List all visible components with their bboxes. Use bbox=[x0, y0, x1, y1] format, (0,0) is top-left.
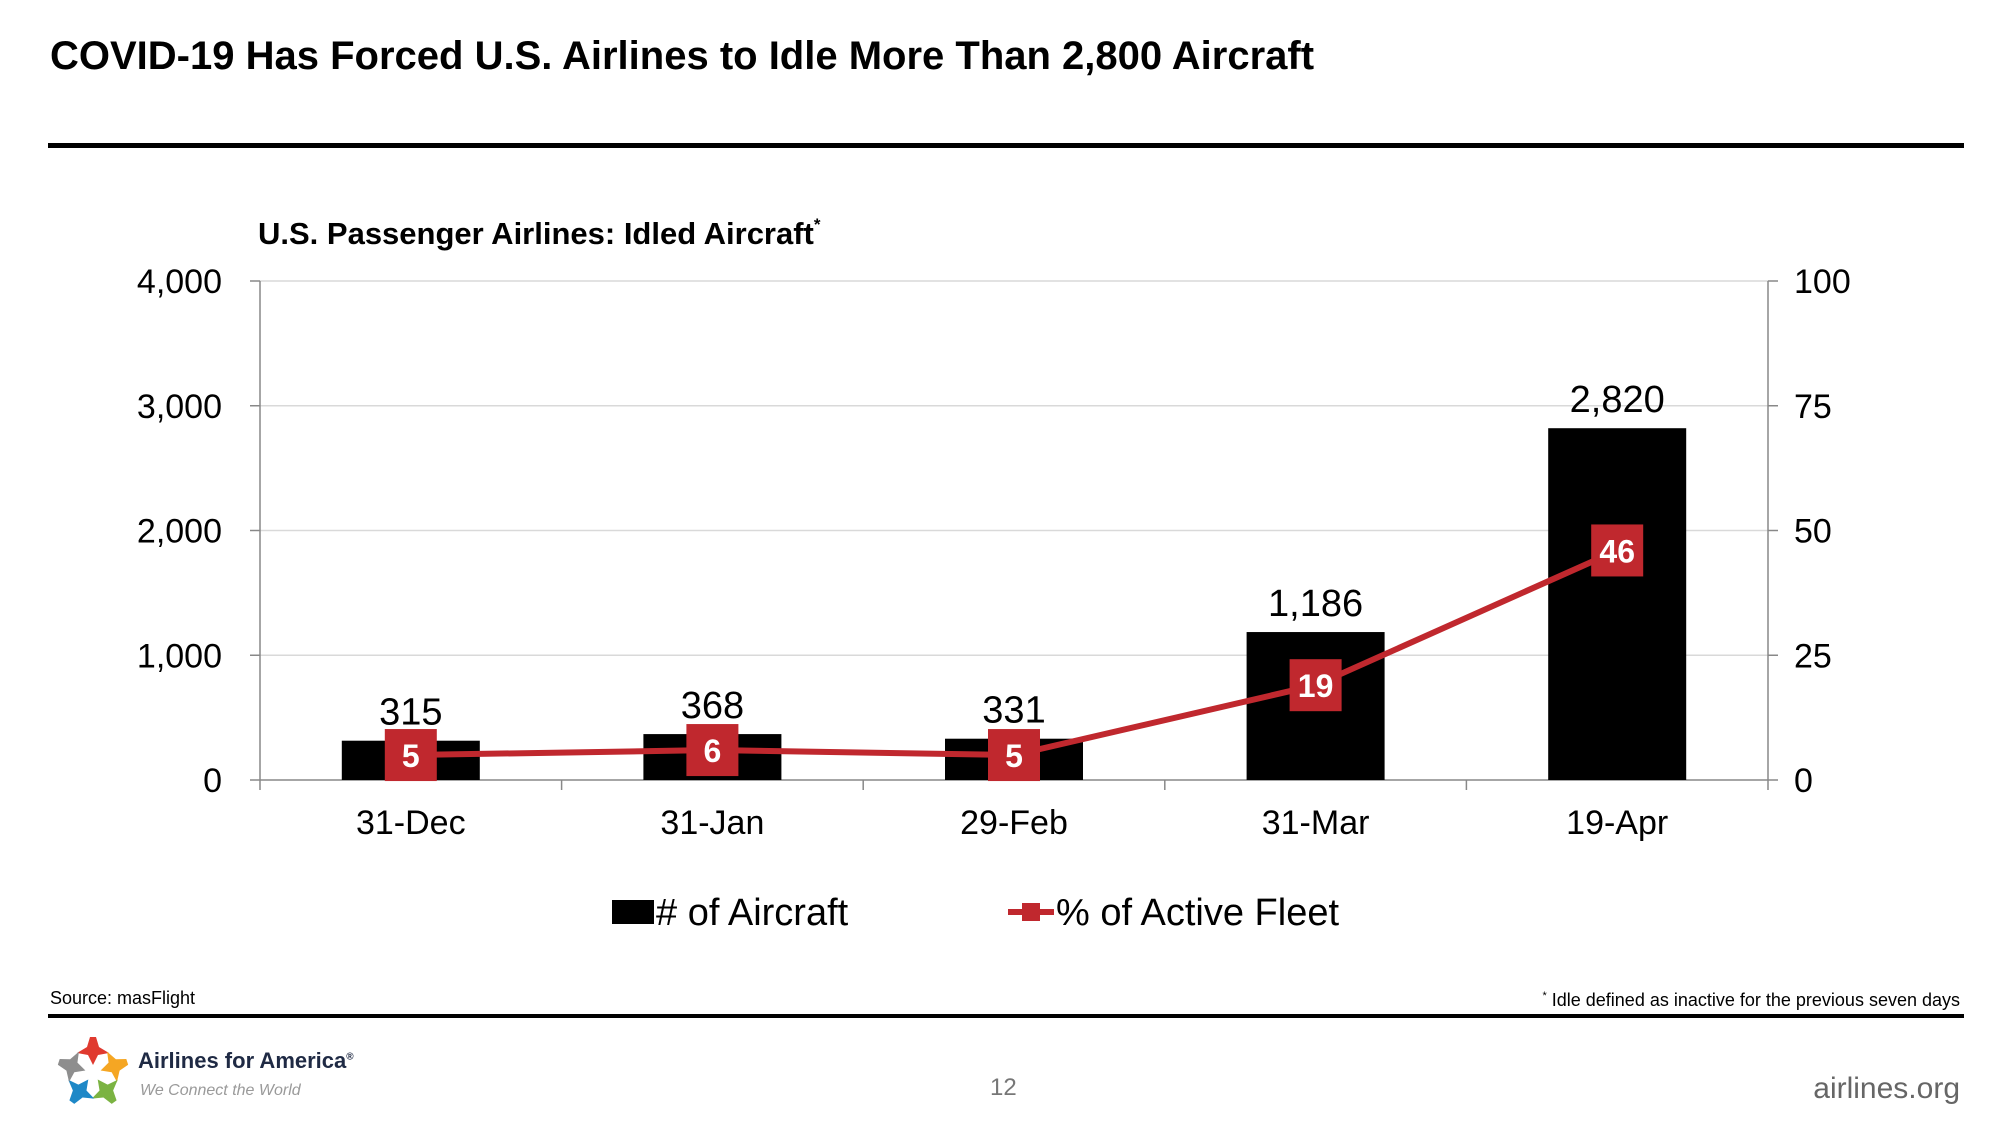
line-marker bbox=[988, 729, 1040, 782]
axes: 0 1,000 2,000 3,000 4,000 0 25 50 75 100 31-Dec 31-… bbox=[137, 263, 1851, 842]
y-left-tick-label: 1,000 bbox=[137, 637, 222, 675]
line-marker bbox=[384, 729, 437, 782]
gridlines bbox=[260, 280, 1768, 656]
line-marker bbox=[1289, 659, 1342, 712]
y-right-tick-label: 50 bbox=[1794, 513, 1832, 551]
legend-label-aircraft: # of Aircraft bbox=[656, 892, 849, 934]
x-tick-label: 31-Mar bbox=[1262, 804, 1370, 842]
legend: # of Aircraft % of Active Fleet bbox=[612, 892, 1339, 934]
bar-value-label: 2,820 bbox=[1570, 379, 1665, 421]
logo-plane-shape bbox=[91, 1079, 118, 1104]
x-tick-label: 31-Jan bbox=[660, 804, 764, 842]
line-marker bbox=[686, 724, 739, 777]
page-title: COVID-19 Has Forced U.S. Airlines to Idl… bbox=[50, 34, 1315, 78]
y-right-tick-label: 100 bbox=[1794, 263, 1851, 301]
bar bbox=[1548, 428, 1687, 780]
chart-title: U.S. Passenger Airlines: Idled Aircraft* bbox=[258, 215, 821, 251]
x-tick-label: 29-Feb bbox=[960, 804, 1068, 842]
y-left-tick-label: 4,000 bbox=[137, 263, 222, 301]
y-left-tick-label: 3,000 bbox=[137, 388, 222, 426]
logo-plane-shape bbox=[68, 1079, 95, 1104]
x-tick-label: 19-Apr bbox=[1566, 804, 1668, 842]
footnote: * Idle defined as inactive for the previ… bbox=[1542, 990, 1960, 1010]
idled-aircraft-chart: U.S. Passenger Airlines: Idled Aircraft*… bbox=[137, 215, 1851, 934]
y-left-tick-label: 2,000 bbox=[137, 513, 222, 551]
legend-marker-fleet bbox=[1022, 903, 1040, 921]
y-left-tick-label: 0 bbox=[203, 762, 222, 800]
line-value-label: 6 bbox=[704, 733, 722, 769]
legend-label-fleet: % of Active Fleet bbox=[1056, 892, 1339, 934]
source-note: Source: masFlight bbox=[50, 988, 196, 1008]
airlines-for-america-logo bbox=[57, 1037, 129, 1104]
line-series bbox=[384, 524, 1644, 782]
y-right-tick-label: 0 bbox=[1794, 762, 1813, 800]
line-value-label: 5 bbox=[1005, 738, 1023, 774]
line-value-label: 46 bbox=[1599, 533, 1635, 569]
brand-tagline: We Connect the World bbox=[140, 1082, 301, 1099]
bar-value-label: 315 bbox=[379, 692, 442, 734]
bar-value-label: 368 bbox=[681, 685, 744, 727]
bar-value-label: 331 bbox=[982, 690, 1045, 732]
line-value-label: 5 bbox=[402, 738, 420, 774]
legend-swatch-aircraft bbox=[612, 900, 654, 924]
title-divider bbox=[48, 143, 1964, 148]
y-right-tick-label: 75 bbox=[1794, 388, 1832, 426]
y-right-tick-label: 25 bbox=[1794, 637, 1832, 675]
line-value-label: 19 bbox=[1298, 668, 1334, 704]
line-marker bbox=[1591, 524, 1644, 577]
footer-divider bbox=[48, 1014, 1964, 1018]
page-number: 12 bbox=[990, 1074, 1017, 1101]
brand-name: Airlines for America® bbox=[138, 1048, 354, 1073]
data-labels: 315 368 331 1,186 2,820 5 6 5 19 46 bbox=[379, 379, 1665, 774]
logo-plane-shape bbox=[57, 1051, 86, 1083]
website-link[interactable]: airlines.org bbox=[1813, 1072, 1960, 1105]
bar-value-label: 1,186 bbox=[1268, 583, 1363, 625]
logo-plane-shape bbox=[100, 1051, 129, 1083]
logo-plane-shape bbox=[77, 1037, 109, 1065]
x-tick-label: 31-Dec bbox=[356, 804, 466, 842]
